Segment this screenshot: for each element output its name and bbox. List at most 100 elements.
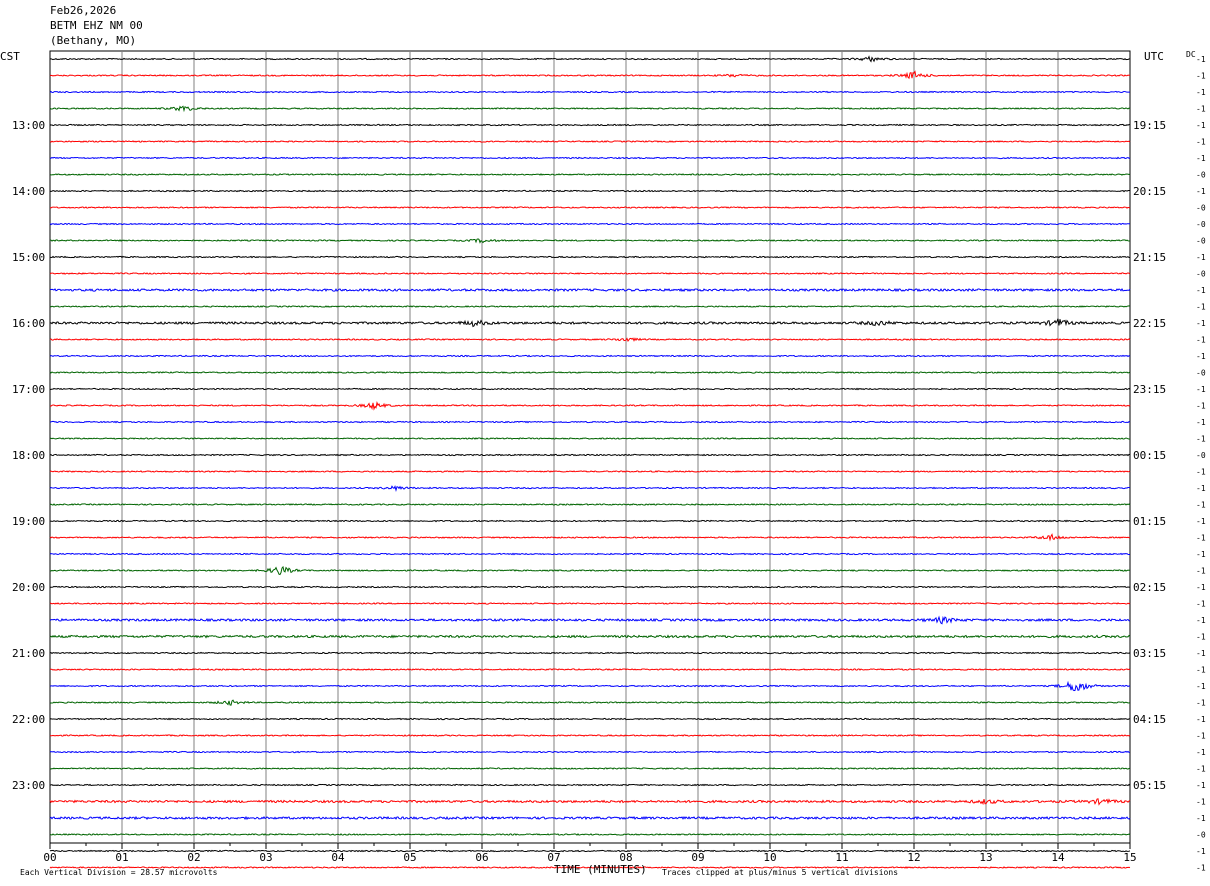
trace-offset-label: -1: [1196, 484, 1206, 493]
x-tick-label: 13: [979, 851, 992, 864]
trace-line: [49, 533, 1131, 542]
x-axis-label: TIME (MINUTES): [554, 863, 647, 876]
trace-line: [49, 371, 1131, 374]
trace-line: [49, 105, 1131, 113]
trace-offset-label: -1: [1196, 781, 1206, 790]
x-tick-label: 12: [907, 851, 920, 864]
x-tick-label: 07: [547, 851, 560, 864]
left-hour-label: 17:00: [12, 383, 45, 396]
left-hour-label: 19:00: [12, 515, 45, 528]
trace-offset-label: -1: [1196, 402, 1206, 411]
trace-line: [49, 437, 1131, 440]
left-hour-label: 13:00: [12, 119, 45, 132]
x-tick-label: 14: [1051, 851, 1065, 864]
trace-offset-label: -1: [1196, 699, 1206, 708]
left-hour-label: 18:00: [12, 449, 45, 462]
trace-offset-label: -0: [1196, 220, 1206, 229]
trace-offset-label: -1: [1196, 55, 1206, 64]
trace-line: [49, 470, 1131, 473]
trace-line: [49, 699, 1131, 706]
trace-line: [49, 734, 1131, 737]
trace-line: [49, 420, 1131, 424]
trace-offset-label: -1: [1196, 814, 1206, 823]
right-hour-label: 02:15: [1133, 581, 1166, 594]
trace-offset-label: -0: [1196, 171, 1206, 180]
plot-frame: [49, 50, 1131, 844]
trace-offset-label: -1: [1196, 550, 1206, 559]
trace-line: [49, 680, 1131, 692]
header-station: BETM EHZ NM 00: [50, 19, 143, 32]
left-hour-label: 21:00: [12, 647, 45, 660]
trace-offset-label: -1: [1196, 715, 1206, 724]
x-tick-label: 01: [115, 851, 128, 864]
trace-offset-label: -0: [1196, 369, 1206, 378]
trace-line: [49, 401, 1131, 411]
right-hour-label: 03:15: [1133, 647, 1166, 660]
left-hour-label: 16:00: [12, 317, 45, 330]
trace-offset-label: -1: [1196, 138, 1206, 147]
trace-line: [49, 305, 1131, 308]
trace-offset-label: -1: [1196, 352, 1206, 361]
left-timezone-label: CST: [0, 50, 20, 63]
trace-line: [49, 585, 1131, 589]
trace-line: [49, 156, 1131, 160]
x-tick-label: 09: [691, 851, 704, 864]
right-hour-label: 19:15: [1133, 119, 1166, 132]
trace-line: [49, 173, 1131, 176]
trace-line: [49, 503, 1131, 506]
trace-line: [49, 453, 1131, 457]
left-hour-label: 14:00: [12, 185, 45, 198]
trace-offset-label: -1: [1196, 616, 1206, 625]
left-hour-label: 22:00: [12, 713, 45, 726]
trace-offset-label: -1: [1196, 748, 1206, 757]
trace-offset-label: -1: [1196, 187, 1206, 196]
trace-line: [49, 255, 1131, 259]
trace-line: [49, 849, 1131, 853]
trace-offset-label: -1: [1196, 385, 1206, 394]
trace-line: [49, 189, 1131, 193]
trace-offset-label: -1: [1196, 798, 1206, 807]
trace-line: [49, 767, 1131, 770]
trace-offset-label: -1: [1196, 88, 1206, 97]
trace-offset-label: -1: [1196, 847, 1206, 856]
x-tick-label: 05: [403, 851, 416, 864]
trace-line: [49, 222, 1131, 226]
right-hour-label: 22:15: [1133, 317, 1166, 330]
trace-line: [49, 651, 1131, 655]
trace-offset-label: -1: [1196, 418, 1206, 427]
trace-offset-label: -0: [1196, 270, 1206, 279]
x-tick-label: 10: [763, 851, 776, 864]
trace-line: [49, 519, 1131, 523]
trace-offset-label: -1: [1196, 649, 1206, 658]
trace-offset-label: -1: [1196, 501, 1206, 510]
trace-line: [49, 485, 1131, 492]
x-tick-label: 08: [619, 851, 632, 864]
x-tick-label: 11: [835, 851, 848, 864]
trace-offset-label: -1: [1196, 336, 1206, 345]
trace-offset-label: -1: [1196, 682, 1206, 691]
trace-offset-label: -1: [1196, 154, 1206, 163]
trace-line: [49, 70, 1131, 80]
trace-line: [49, 238, 1131, 244]
trace-offset-label: -1: [1196, 286, 1206, 295]
trace-offset-label: -1: [1196, 534, 1206, 543]
trace-offset-label: -1: [1196, 72, 1206, 81]
x-tick-label: 06: [475, 851, 488, 864]
trace-line: [49, 90, 1131, 94]
trace-line: [49, 798, 1131, 806]
trace-offset-label: -1: [1196, 517, 1206, 526]
trace-offset-label: -1: [1196, 864, 1206, 873]
trace-line: [49, 717, 1131, 721]
right-hour-label: 21:15: [1133, 251, 1166, 264]
trace-line: [49, 337, 1131, 343]
trace-line: [49, 318, 1131, 328]
trace-line: [49, 206, 1131, 209]
right-hour-label: 05:15: [1133, 779, 1166, 792]
trace-line: [49, 272, 1131, 275]
trace-line: [49, 565, 1131, 576]
trace-line: [49, 602, 1131, 605]
x-tick-label: 15: [1123, 851, 1136, 864]
trace-offset-label: -1: [1196, 468, 1206, 477]
trace-offset-label: -1: [1196, 583, 1206, 592]
